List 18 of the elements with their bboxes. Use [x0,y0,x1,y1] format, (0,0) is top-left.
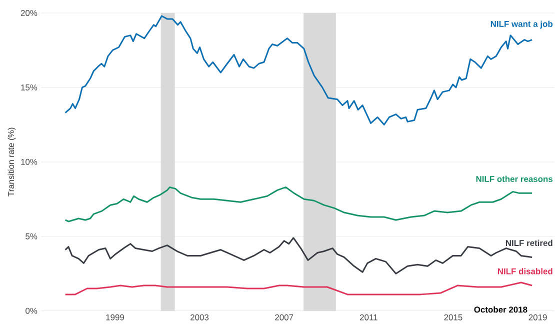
y-tick-label: 10% [21,159,38,165]
y-tick-label: 5% [26,233,38,240]
y-tick-label: 15% [21,84,38,91]
x-tick-label: 2003 [190,314,209,320]
series-label: NILF disabled [498,268,552,274]
y-axis-title: Transition rate (%) [8,128,16,196]
x-tick-label: 2007 [275,314,294,320]
annotation: October 2018 [474,306,528,313]
y-tick-label: 20% [20,10,38,16]
line-series [64,15,533,126]
x-tick-label: 2019 [528,314,547,320]
x-tick-label: 2011 [360,314,378,320]
series-label: NILF retired [506,240,552,246]
y-tick-label: 0% [26,308,38,314]
series-label: NILF want a job [490,20,553,29]
series-label: NILF other reasons [476,176,553,182]
x-tick-label: 2015 [444,314,462,320]
x-tick-label: 1999 [106,314,124,320]
